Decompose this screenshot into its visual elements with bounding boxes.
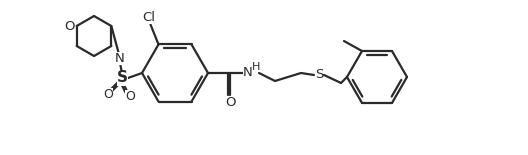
Text: N: N [115,51,125,64]
Text: O: O [103,88,113,100]
Text: S: S [315,69,323,82]
Text: N: N [243,66,253,78]
Text: Cl: Cl [142,11,155,24]
Text: O: O [225,95,235,108]
Text: H: H [252,62,260,72]
Text: S: S [117,71,127,86]
Text: O: O [64,20,75,33]
Text: N: N [115,51,125,64]
Text: O: O [125,89,135,102]
